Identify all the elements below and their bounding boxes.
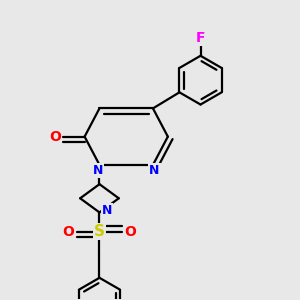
Text: O: O bbox=[125, 225, 136, 239]
Text: O: O bbox=[49, 130, 61, 144]
Text: N: N bbox=[102, 204, 112, 218]
Text: N: N bbox=[149, 164, 160, 177]
Text: S: S bbox=[94, 224, 105, 239]
Text: F: F bbox=[196, 31, 205, 45]
Text: O: O bbox=[62, 225, 74, 239]
Text: N: N bbox=[93, 164, 103, 177]
